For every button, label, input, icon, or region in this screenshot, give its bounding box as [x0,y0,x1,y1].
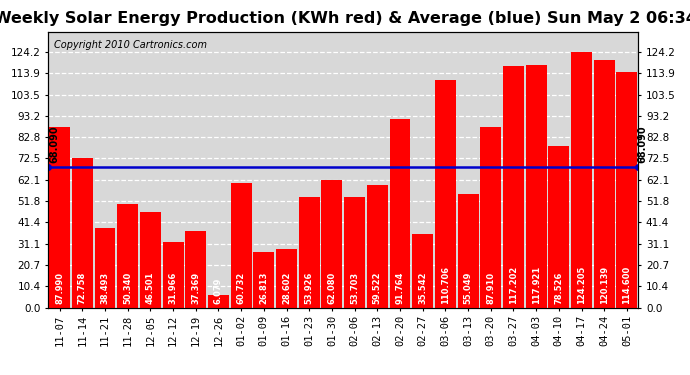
Bar [503,66,524,308]
Bar [457,194,478,308]
Bar [390,119,411,308]
Text: Copyright 2010 Cartronics.com: Copyright 2010 Cartronics.com [55,40,207,50]
Bar [95,228,115,308]
Bar [435,80,456,308]
Text: 87.910: 87.910 [486,272,495,304]
Bar [117,204,138,308]
Bar [526,65,546,308]
Text: 31.966: 31.966 [168,272,177,304]
Text: 91.764: 91.764 [395,272,404,304]
Bar [571,52,592,308]
Text: 68.090: 68.090 [637,126,647,164]
Text: 28.602: 28.602 [282,272,291,304]
Text: 110.706: 110.706 [441,266,450,305]
Text: 120.139: 120.139 [600,266,609,305]
Text: 117.202: 117.202 [509,266,518,305]
Bar [230,183,252,308]
Bar [276,249,297,308]
Text: 53.703: 53.703 [350,272,359,304]
Text: 26.813: 26.813 [259,272,268,304]
Bar [49,126,70,308]
Bar [186,231,206,308]
Bar [616,72,638,308]
Bar [299,196,319,308]
Bar [367,185,388,308]
Text: 46.501: 46.501 [146,272,155,304]
Bar [412,234,433,308]
Text: 53.926: 53.926 [305,272,314,304]
Bar [322,180,342,308]
Text: 37.369: 37.369 [191,272,200,304]
Text: 114.600: 114.600 [622,266,631,305]
Text: 59.522: 59.522 [373,272,382,304]
Text: 68.090: 68.090 [50,126,59,164]
Text: 6.079: 6.079 [214,278,223,304]
Text: 117.921: 117.921 [531,266,541,305]
Text: 50.340: 50.340 [124,272,132,304]
Text: 38.493: 38.493 [101,272,110,304]
Text: 78.526: 78.526 [554,272,563,304]
Text: 62.080: 62.080 [328,272,337,304]
Text: Weekly Solar Energy Production (KWh red) & Average (blue) Sun May 2 06:34: Weekly Solar Energy Production (KWh red)… [0,11,690,26]
Text: 124.205: 124.205 [577,266,586,305]
Text: 55.049: 55.049 [464,272,473,304]
Text: 72.758: 72.758 [78,272,87,304]
Bar [344,197,365,308]
Bar [594,60,615,308]
Bar [163,242,184,308]
Text: 87.990: 87.990 [55,272,64,304]
Bar [72,158,92,308]
Bar [549,146,569,308]
Bar [480,127,501,308]
Text: 60.732: 60.732 [237,272,246,304]
Bar [253,252,275,308]
Text: 35.542: 35.542 [418,272,427,304]
Bar [208,295,229,307]
Bar [140,212,161,308]
